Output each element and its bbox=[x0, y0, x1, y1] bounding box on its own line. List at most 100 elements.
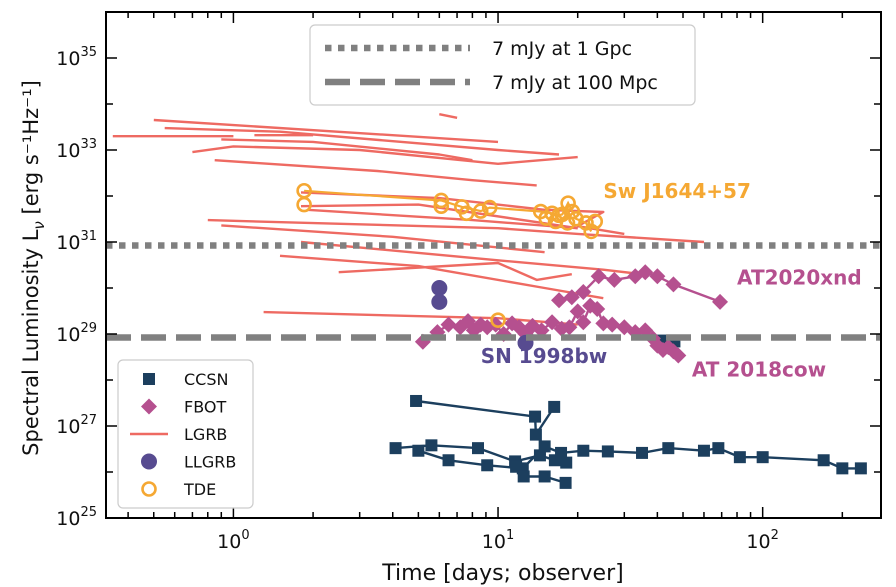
ccsn-point bbox=[529, 428, 542, 441]
series-legend: CCSN FBOT LGRB LLGRB TDE bbox=[117, 359, 254, 509]
tde-point bbox=[587, 213, 604, 230]
x-axis-label: Time [days; observer] bbox=[381, 561, 623, 586]
data-layer bbox=[112, 113, 867, 489]
y-tick-base: 10 bbox=[56, 508, 80, 530]
ccsn-point bbox=[601, 445, 614, 458]
fbot-point bbox=[569, 303, 586, 320]
llgrb-point bbox=[431, 280, 448, 296]
y-tick-label-2: 1029 bbox=[56, 321, 97, 346]
ccsn-point bbox=[472, 442, 485, 455]
fbot-point bbox=[575, 283, 592, 300]
fbot-point bbox=[575, 314, 592, 331]
legend-swatch-tde bbox=[141, 481, 157, 497]
llgrb-point bbox=[431, 293, 448, 310]
ccsn-point bbox=[636, 446, 649, 459]
lgrb-curve-12 bbox=[207, 218, 705, 244]
ccsn-point bbox=[577, 444, 590, 457]
y-tick-label-3: 1031 bbox=[56, 229, 97, 254]
reference-legend-label-0: 7 mJy at 1 Gpc bbox=[492, 38, 632, 60]
fbot-point bbox=[590, 268, 607, 285]
legend-swatch-ccsn bbox=[143, 373, 155, 385]
tde-point bbox=[296, 196, 312, 213]
tde-point bbox=[433, 192, 450, 209]
ccsn-point bbox=[756, 451, 769, 464]
x-tick-label-1: 101 bbox=[482, 528, 514, 553]
x-tick-exp: 0 bbox=[241, 528, 249, 543]
tde-point bbox=[472, 203, 489, 219]
ccsn-point bbox=[538, 470, 551, 483]
annotation-3: AT 2018cow bbox=[692, 357, 826, 381]
legend-label-tde: TDE bbox=[183, 480, 216, 499]
series-legend-box bbox=[117, 359, 254, 509]
ccsn-point bbox=[712, 442, 725, 455]
y-tick-label-1: 1027 bbox=[56, 413, 97, 438]
lgrb-curve-14 bbox=[338, 261, 572, 282]
ccsn-point bbox=[836, 462, 849, 475]
y-tick-exp: 31 bbox=[80, 229, 97, 244]
fbot-point bbox=[637, 264, 654, 281]
tde-point bbox=[560, 195, 576, 211]
fbot-point bbox=[604, 316, 621, 333]
ccsn-point bbox=[555, 446, 568, 459]
ccsn-point bbox=[817, 454, 830, 467]
y-tick-label-5: 1035 bbox=[56, 45, 97, 70]
y-axis-label-sub: ν bbox=[30, 221, 48, 229]
x-tick-base: 10 bbox=[746, 531, 770, 553]
ccsn-point bbox=[510, 460, 523, 473]
tde-point bbox=[564, 203, 581, 220]
ccsn-point bbox=[481, 459, 494, 472]
ccsn-curve-0 bbox=[415, 399, 556, 439]
x-tick-base: 10 bbox=[482, 531, 506, 553]
ccsn-point bbox=[410, 394, 423, 407]
ccsn-point bbox=[442, 454, 455, 467]
fbot-point bbox=[563, 289, 580, 306]
reference-legend-label-1: 7 mJy at 100 Mpc bbox=[492, 72, 658, 94]
y-tick-exp: 29 bbox=[80, 321, 97, 336]
ccsn-point bbox=[529, 410, 542, 423]
tde-point bbox=[481, 199, 498, 216]
lgrb-curve-8 bbox=[300, 203, 578, 230]
annotation-1: AT2020xnd bbox=[737, 265, 862, 289]
y-tick-base: 10 bbox=[56, 48, 80, 70]
fbot-point bbox=[649, 268, 666, 285]
ccsn-point bbox=[517, 470, 530, 483]
annotations: Sw J1644+57 AT2020xnd SN 1998bw AT 2018cow bbox=[481, 179, 862, 382]
lgrb-curve-13 bbox=[300, 240, 643, 276]
y-tick-base: 10 bbox=[56, 232, 80, 254]
legend-swatch-llgrb bbox=[141, 453, 157, 470]
y-tick-base: 10 bbox=[56, 140, 80, 162]
fbot-point bbox=[665, 276, 682, 293]
x-tick-label-0: 100 bbox=[217, 528, 249, 553]
x-tick-exp: 1 bbox=[506, 528, 514, 543]
y-tick-exp: 27 bbox=[80, 413, 97, 428]
reference-legend: 7 mJy at 1 Gpc 7 mJy at 100 Mpc bbox=[309, 24, 696, 106]
fbot-point bbox=[606, 271, 623, 288]
ccsn-point bbox=[412, 444, 425, 457]
ccsn-point bbox=[559, 476, 572, 489]
y-tick-exp: 35 bbox=[80, 45, 97, 60]
tde-point bbox=[544, 205, 560, 222]
legend-label-lgrb: LGRB bbox=[184, 425, 227, 444]
ccsn-point bbox=[560, 456, 573, 469]
legend-label-fbot: FBOT bbox=[184, 398, 226, 417]
y-tick-base: 10 bbox=[56, 324, 80, 346]
tde-point bbox=[458, 205, 475, 222]
ccsn-point bbox=[854, 462, 867, 475]
y-tick-base: 10 bbox=[56, 416, 80, 438]
y-axis-label: Spectral Luminosity Lν [erg s⁻¹Hz⁻¹] bbox=[19, 80, 48, 456]
y-tick-exp: 33 bbox=[80, 137, 97, 152]
lgrb-curve-11 bbox=[221, 224, 545, 254]
reference-lines bbox=[106, 242, 881, 341]
lgrb-curve-6 bbox=[214, 159, 537, 187]
tde-point bbox=[433, 198, 450, 215]
ccsn-point bbox=[425, 439, 438, 452]
legend-label-llgrb: LLGRB bbox=[184, 453, 236, 472]
fbot-point bbox=[544, 314, 561, 331]
fbot-point bbox=[561, 319, 578, 336]
legend-label-ccsn: CCSN bbox=[184, 370, 228, 389]
lgrb-curve-4 bbox=[192, 145, 578, 165]
y-axis-label-prefix: Spectral Luminosity L bbox=[19, 229, 43, 456]
ccsn-point bbox=[697, 444, 710, 457]
annotation-2: SN 1998bw bbox=[481, 344, 608, 368]
